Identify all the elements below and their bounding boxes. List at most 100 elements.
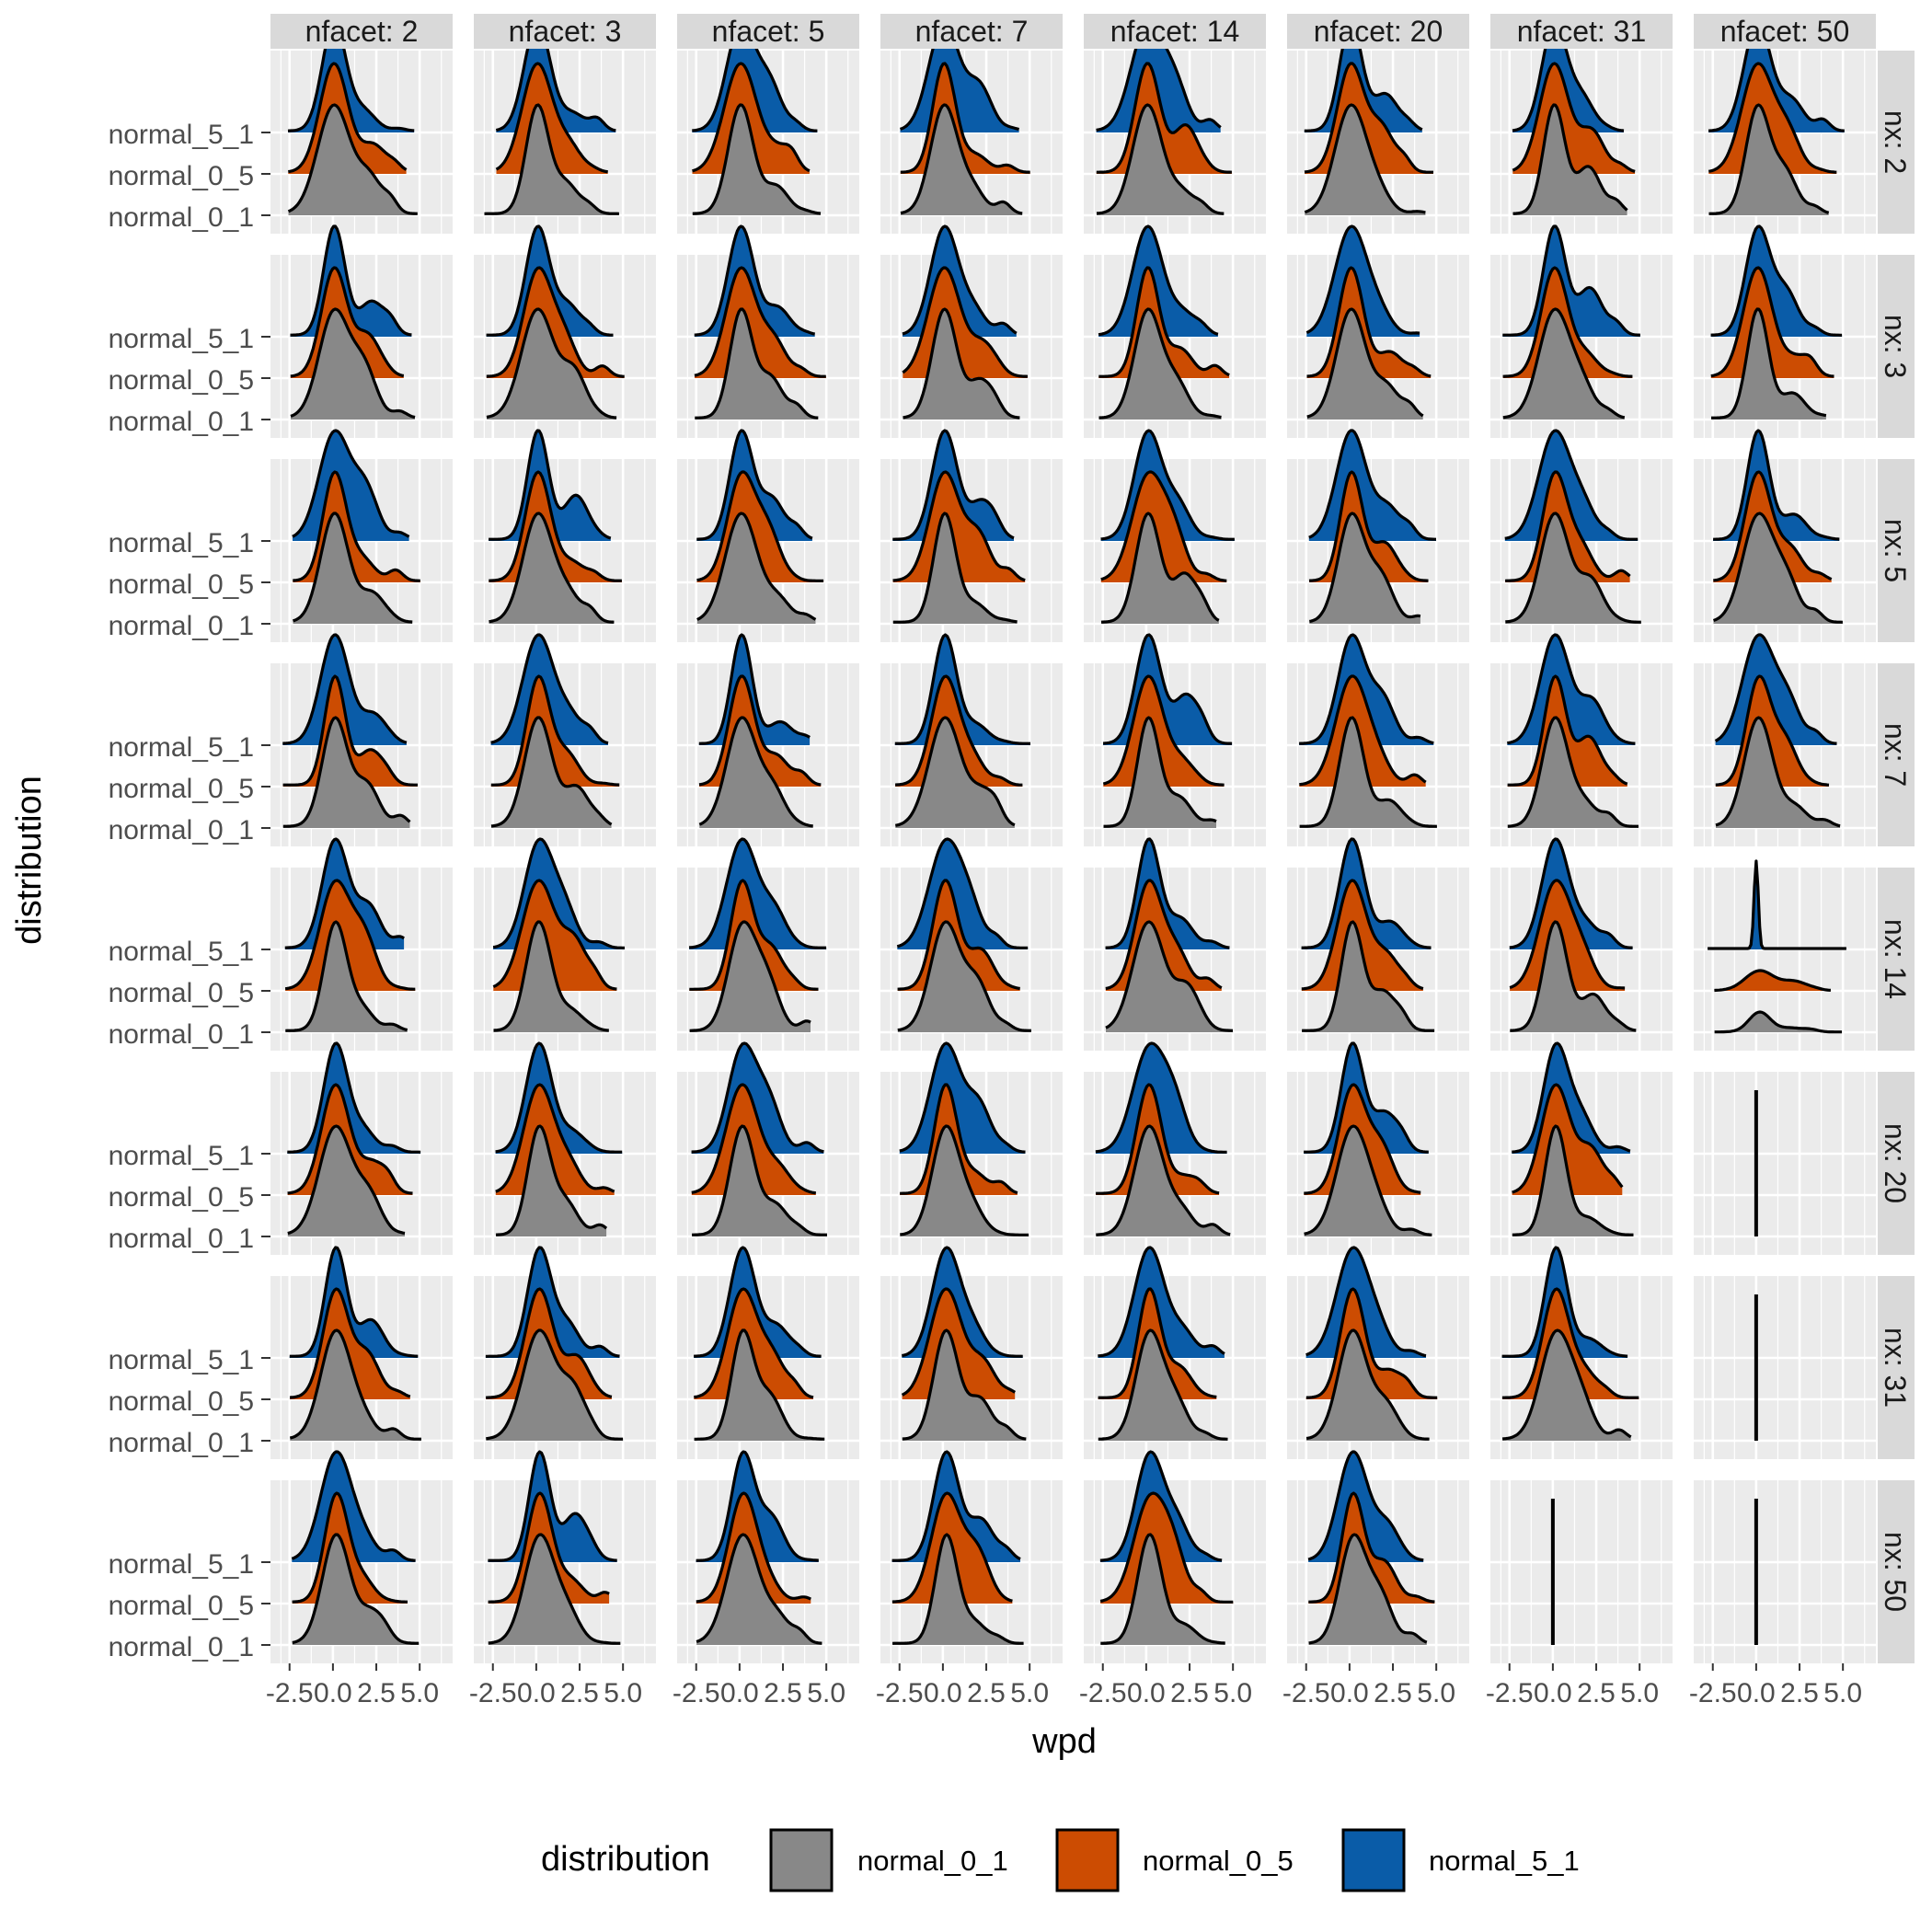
column-strip-label: nfacet: 50 bbox=[1720, 15, 1850, 48]
facet-panel bbox=[1490, 1246, 1673, 1459]
x-tick-label: -2.5 bbox=[1079, 1678, 1127, 1708]
density-fill-normal_5_1 bbox=[1304, 22, 1422, 132]
density-outline-normal_0_1 bbox=[689, 920, 811, 1032]
row-strip-background bbox=[1878, 51, 1915, 234]
facet-panel bbox=[474, 429, 656, 642]
facet-panel bbox=[474, 1041, 656, 1255]
facet-panel bbox=[474, 837, 656, 1051]
density-outline-normal_0_5 bbox=[1713, 470, 1833, 582]
density-fill-normal_0_1 bbox=[491, 718, 612, 828]
density-outline-normal_0_1 bbox=[1098, 1328, 1228, 1441]
density-fill-normal_0_1 bbox=[694, 1330, 825, 1441]
y-tick-label: normal_0_1 bbox=[109, 1019, 254, 1050]
density-outline-normal_5_1 bbox=[894, 633, 1030, 745]
density-fill-normal_0_5 bbox=[1299, 676, 1426, 787]
facet-panel bbox=[1694, 859, 1876, 1051]
density-fill-normal_0_1 bbox=[1098, 1330, 1228, 1441]
facet-panel bbox=[1084, 1246, 1266, 1459]
density-outline-normal_0_5 bbox=[489, 470, 622, 582]
row-strip-label: nx: 7 bbox=[1879, 723, 1912, 787]
density-outline-normal_0_5 bbox=[1308, 1491, 1435, 1604]
density-outline-normal_0_5 bbox=[902, 266, 1029, 378]
legend-key-normal_0_5 bbox=[1055, 1828, 1120, 1892]
density-outline-normal_5_1 bbox=[1708, 20, 1845, 132]
density-outline-normal_5_1 bbox=[290, 224, 412, 337]
density-outline-normal_5_1 bbox=[1713, 429, 1840, 541]
legend-label: normal_0_1 bbox=[857, 1845, 1008, 1877]
x-tick-label: 0.0 bbox=[517, 1678, 556, 1708]
density-outline-normal_5_1 bbox=[1509, 837, 1633, 949]
density-outline-normal_0_1 bbox=[290, 307, 416, 420]
y-tick-label: normal_0_1 bbox=[109, 1428, 254, 1458]
density-outline-normal_0_1 bbox=[1507, 716, 1639, 828]
facet-panel bbox=[880, 20, 1063, 234]
density-fill-normal_5_1 bbox=[1305, 1248, 1426, 1358]
density-fill-normal_0_1 bbox=[902, 1330, 1027, 1441]
density-outline-normal_0_5 bbox=[1507, 674, 1628, 787]
density-outline-normal_0_1 bbox=[282, 716, 411, 828]
x-tick-label: 2.5 bbox=[1170, 1678, 1209, 1708]
facet-panel bbox=[880, 633, 1063, 846]
density-outline-normal_0_1 bbox=[1306, 307, 1424, 419]
density-fill-normal_0_1 bbox=[1502, 1330, 1631, 1441]
density-fill-normal_0_1 bbox=[696, 1535, 822, 1645]
density-outline-normal_0_1 bbox=[1103, 716, 1217, 828]
facet-panel bbox=[1490, 1041, 1673, 1255]
density-outline-normal_5_1 bbox=[1099, 1450, 1223, 1562]
density-fill-normal_0_1 bbox=[1305, 105, 1426, 215]
density-outline-normal_0_1 bbox=[696, 1533, 822, 1645]
density-outline-normal_5_1 bbox=[488, 1450, 617, 1562]
density-outline-normal_0_1 bbox=[1098, 307, 1222, 420]
density-fill-normal_0_1 bbox=[1512, 1126, 1634, 1236]
density-outline-normal_0_5 bbox=[1708, 62, 1837, 174]
x-axis-title: wpd bbox=[1031, 1722, 1097, 1761]
density-outline-normal_0_5 bbox=[1710, 266, 1834, 378]
density-fill-normal_0_1 bbox=[489, 513, 615, 624]
panel-background bbox=[1694, 868, 1876, 1051]
density-outline-normal_5_1 bbox=[896, 837, 1029, 949]
density-outline-normal_5_1 bbox=[495, 1041, 623, 1154]
column-strip-label: nfacet: 31 bbox=[1517, 15, 1647, 48]
density-fill-normal_0_1 bbox=[1100, 1535, 1225, 1645]
density-fill-normal_0_1 bbox=[903, 309, 1020, 420]
density-outline-normal_0_1 bbox=[692, 1124, 827, 1236]
density-fill-normal_0_5 bbox=[1501, 1289, 1639, 1399]
facet-panel bbox=[1084, 429, 1266, 642]
density-outline-normal_0_1 bbox=[489, 512, 615, 624]
density-fill-normal_0_1 bbox=[1510, 922, 1637, 1032]
density-fill-normal_0_1 bbox=[699, 718, 813, 828]
facet-panel bbox=[1084, 837, 1266, 1051]
density-fill-normal_5_1 bbox=[282, 635, 407, 745]
density-fill-normal_0_5 bbox=[902, 1289, 1016, 1399]
facet-panel bbox=[677, 837, 859, 1051]
density-outline-normal_0_1 bbox=[289, 1328, 421, 1441]
density-fill-normal_0_5 bbox=[1103, 676, 1225, 787]
density-fill-normal_5_1 bbox=[489, 431, 611, 541]
facet-panel bbox=[677, 1450, 859, 1663]
density-fill-normal_5_1 bbox=[900, 22, 1019, 132]
density-outline-normal_0_5 bbox=[1099, 1491, 1234, 1604]
column-strip-label: nfacet: 14 bbox=[1110, 15, 1240, 48]
density-fill-normal_0_5 bbox=[691, 1085, 816, 1195]
y-tick-label: normal_5_1 bbox=[109, 528, 254, 558]
facet-panel bbox=[270, 20, 453, 234]
y-tick-label: normal_5_1 bbox=[109, 937, 254, 967]
density-fill-normal_5_1 bbox=[1098, 1248, 1225, 1358]
density-fill-normal_0_1 bbox=[895, 718, 1015, 828]
y-axis-title: distribution bbox=[10, 776, 49, 945]
density-outline-normal_0_1 bbox=[1096, 1124, 1231, 1236]
density-outline-normal_0_1 bbox=[285, 920, 408, 1032]
facet-panel bbox=[270, 224, 453, 438]
y-tick-label: normal_5_1 bbox=[109, 120, 254, 150]
density-fill-normal_0_5 bbox=[1301, 880, 1423, 991]
facet-panel bbox=[677, 224, 859, 438]
x-tick-label: 0.0 bbox=[924, 1678, 962, 1708]
density-outline-normal_0_5 bbox=[486, 266, 625, 378]
density-outline-normal_5_1 bbox=[495, 20, 616, 132]
facet-panel bbox=[270, 837, 453, 1051]
density-fill-normal_0_5 bbox=[895, 676, 1023, 787]
density-outline-normal_0_5 bbox=[891, 1491, 1013, 1604]
density-outline-normal_5_1 bbox=[1103, 633, 1233, 745]
density-outline-normal_0_5 bbox=[1715, 674, 1830, 787]
